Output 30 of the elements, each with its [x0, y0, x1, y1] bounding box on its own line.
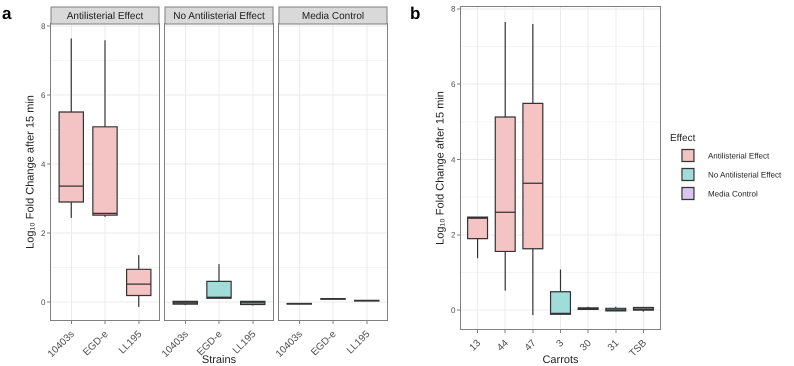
y-tick-label: 6	[450, 80, 456, 89]
x-tick-label: 13	[468, 338, 484, 354]
x-tick-label: 44	[495, 338, 512, 354]
y-tick-label: 0	[40, 298, 46, 307]
y-tick-label: 8	[450, 4, 456, 14]
legend-label: Antilisterial Effect	[708, 152, 770, 161]
x-axis-title: Carrots	[542, 354, 580, 366]
chart-title: No Antilisterial Effect	[173, 11, 265, 22]
y-tick-label: 6	[40, 90, 46, 100]
legend-label: Media Control	[708, 190, 758, 199]
chart-title: Antilisterial Effect	[66, 11, 144, 22]
x-tick-label: 47	[522, 338, 539, 354]
y-tick-label: 4	[450, 155, 456, 164]
x-tick-label: 31	[606, 338, 622, 354]
y-tick-label: 4	[40, 160, 46, 169]
x-axis-title: Strains	[202, 354, 237, 366]
legend-title: Effect	[670, 133, 696, 144]
chart-title: Media Control	[302, 11, 364, 22]
x-tick-label: 3	[554, 338, 566, 350]
y-axis-title: Log₁₀ Fold Change after 15 min	[24, 95, 37, 249]
x-tick-label: 30	[578, 338, 594, 354]
text: a	[2, 4, 12, 23]
y-tick-label: 0	[450, 306, 456, 315]
legend-label: No Antilisterial Effect	[708, 170, 782, 180]
text: b	[410, 4, 420, 23]
y-tick-label: 2	[450, 230, 456, 240]
y-tick-label: 8	[40, 22, 46, 31]
x-tick-label: TSB	[628, 338, 650, 360]
y-tick-label: 2	[40, 228, 46, 238]
y-axis-title: Log₁₀ Fold Change after 15 min	[434, 91, 447, 245]
